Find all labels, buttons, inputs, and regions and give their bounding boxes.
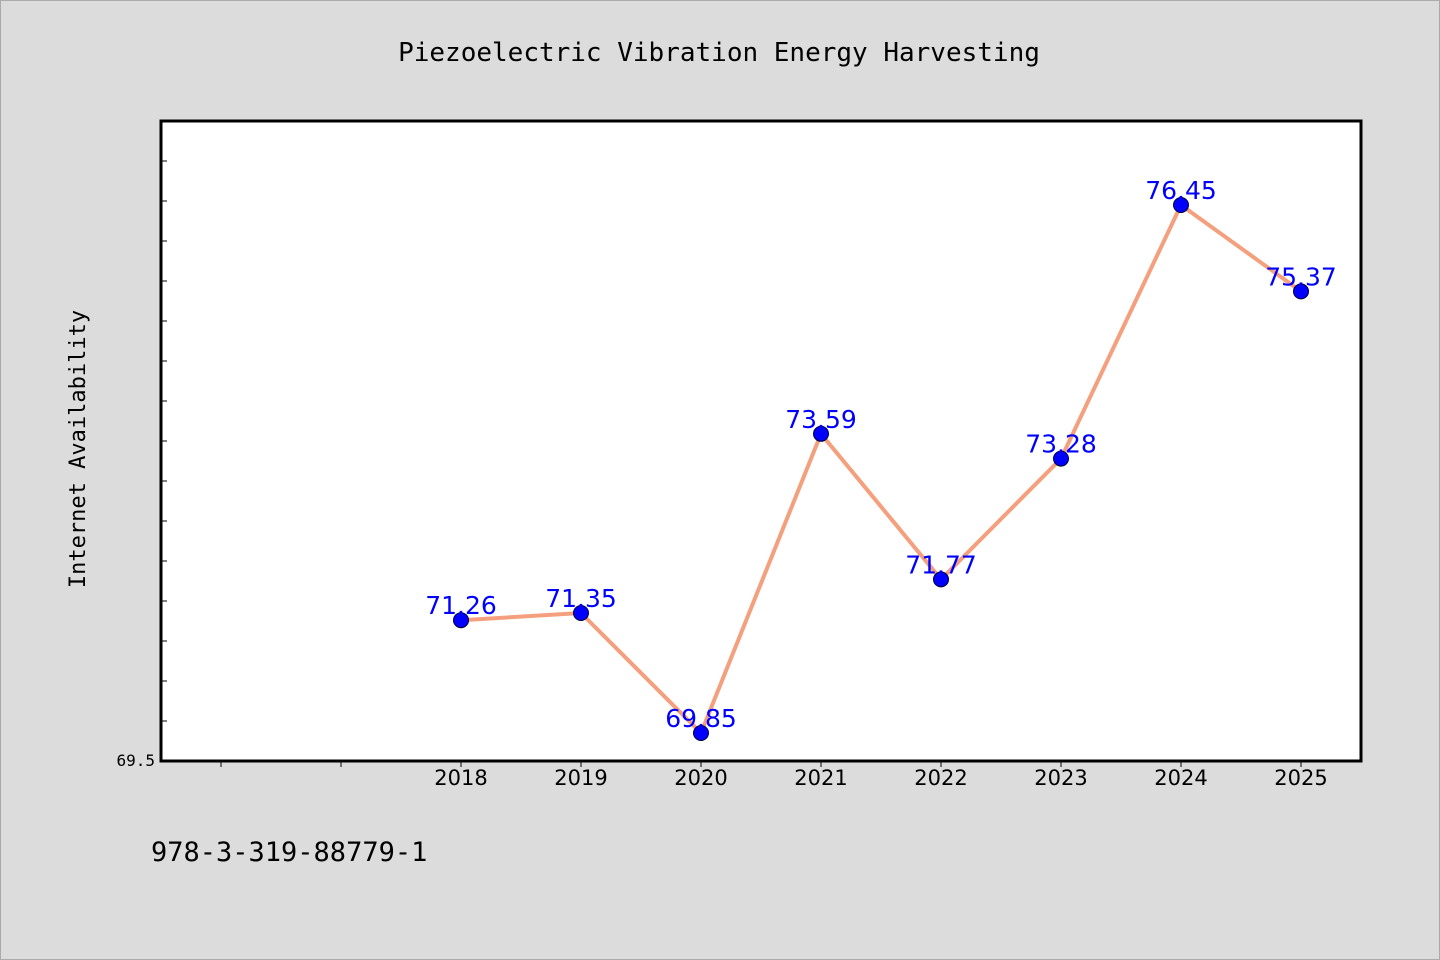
data-point <box>933 571 949 588</box>
x-tick-label: 2022 <box>914 766 967 790</box>
data-point <box>1293 283 1309 300</box>
chart-title: Piezoelectric Vibration Energy Harvestin… <box>398 38 1040 68</box>
x-tick-label: 2023 <box>1034 766 1087 790</box>
data-point <box>813 425 829 442</box>
data-point <box>1053 450 1069 467</box>
data-label: 69.85 <box>665 704 737 733</box>
x-tick-label: 2019 <box>554 766 607 790</box>
data-label: 71.26 <box>425 591 497 620</box>
data-point <box>1173 197 1189 213</box>
x-tick-label: 2020 <box>674 766 727 790</box>
data-point <box>573 605 589 621</box>
series-line <box>459 203 1303 735</box>
x-tick-label: 2025 <box>1274 766 1327 790</box>
data-point <box>453 612 469 629</box>
x-tick-label: 2024 <box>1154 766 1207 790</box>
data-label: 71.77 <box>905 550 977 579</box>
series-line-layer <box>459 203 1303 735</box>
markers-layer <box>453 197 1309 741</box>
isbn-label: 978-3-319-88779-1 <box>151 837 428 868</box>
data-label: 73.59 <box>785 405 857 434</box>
x-tick-label: 2018 <box>434 766 487 790</box>
data-labels-layer: 71.26 71.35 69.85 73.59 71.77 73.28 76.45 75.37 <box>425 176 1337 733</box>
axes: 69.5 2018 2019 2020 2021 2022 2023 2024 2025 <box>116 120 1328 790</box>
plot-frame <box>159 119 1363 763</box>
plot-area <box>161 121 1361 761</box>
data-label: 76.45 <box>1145 176 1217 205</box>
data-label: 71.35 <box>545 584 617 613</box>
x-tick-label: 2021 <box>794 766 847 790</box>
data-point <box>693 725 709 741</box>
y-tick-label: 69.5 <box>116 751 155 770</box>
data-label: 75.37 <box>1265 262 1337 291</box>
y-axis-label: Internet Availability <box>66 310 91 588</box>
data-label: 73.28 <box>1025 430 1097 459</box>
